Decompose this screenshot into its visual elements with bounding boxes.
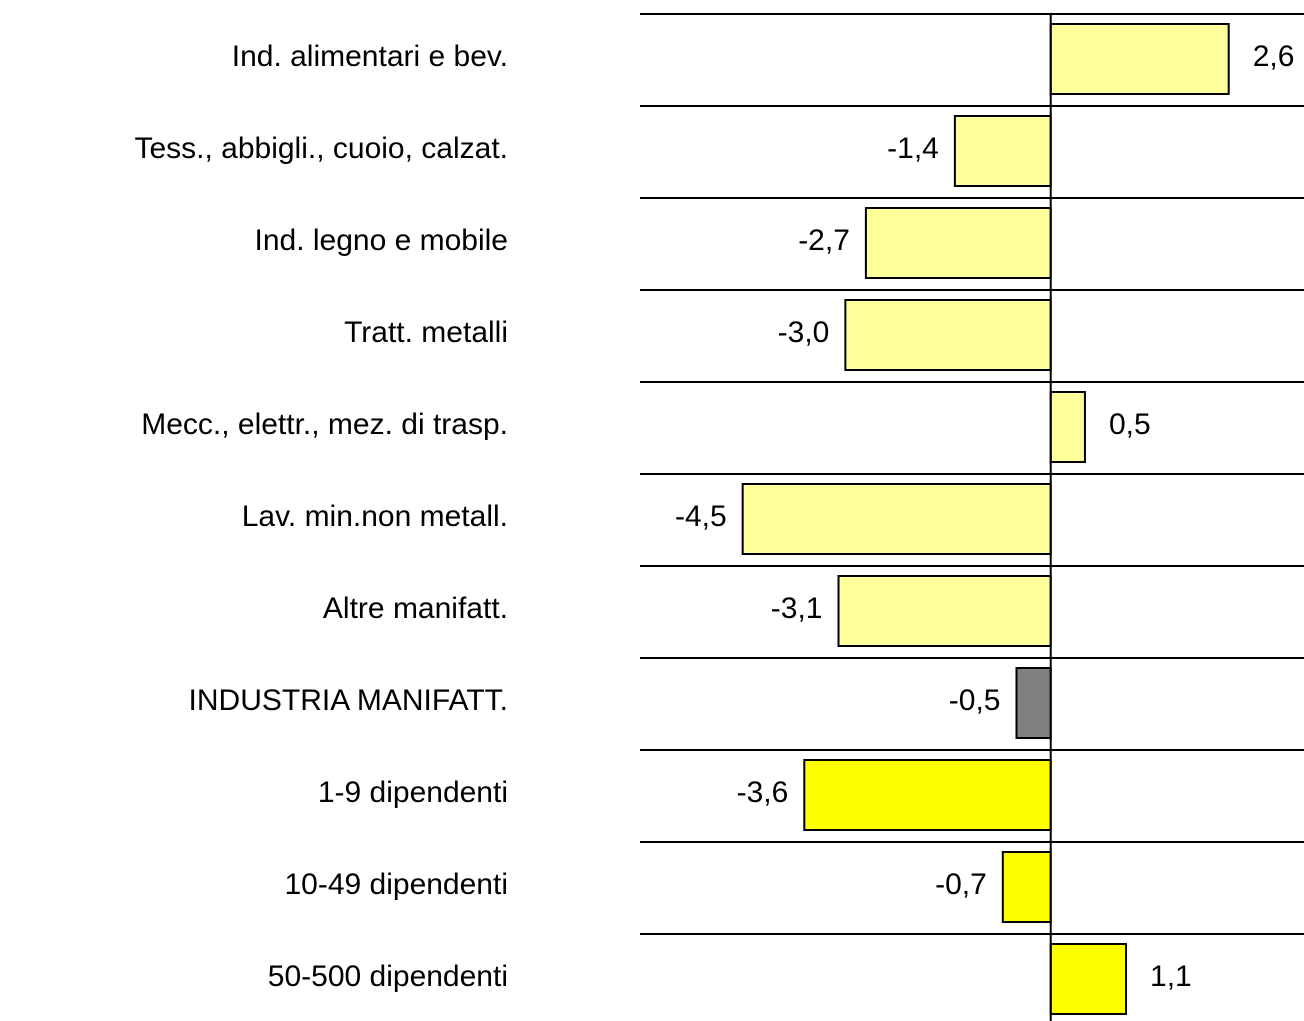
bar xyxy=(953,115,1052,187)
value-label: -1,4 xyxy=(887,132,939,165)
value-label: 1,1 xyxy=(1150,960,1192,993)
value-label: 0,5 xyxy=(1109,408,1151,441)
category-label: Tess., abbigli., cuoio, calzat. xyxy=(134,132,508,165)
bar xyxy=(1049,943,1128,1015)
value-label: -3,6 xyxy=(737,776,789,809)
category-label: 50-500 dipendenti xyxy=(268,960,508,993)
value-label: -4,5 xyxy=(675,500,727,533)
bar xyxy=(741,483,1052,555)
category-label: Lav. min.non metall. xyxy=(242,500,508,533)
category-label: Ind. legno e mobile xyxy=(254,224,508,257)
bar xyxy=(1049,391,1086,463)
category-label: 10-49 dipendenti xyxy=(284,868,508,901)
value-label: -0,7 xyxy=(935,868,987,901)
category-label: Tratt. metalli xyxy=(344,316,508,349)
bar xyxy=(837,575,1052,647)
value-label: 2,6 xyxy=(1253,40,1295,73)
bar xyxy=(1001,851,1052,923)
bar xyxy=(1015,667,1052,739)
category-label: 1-9 dipendenti xyxy=(318,776,508,809)
value-label: -3,0 xyxy=(778,316,830,349)
category-label: Ind. alimentari e bev. xyxy=(232,40,508,73)
category-label: INDUSTRIA MANIFATT. xyxy=(189,684,508,717)
bar xyxy=(1049,23,1230,95)
value-label: -2,7 xyxy=(798,224,850,257)
value-label: -3,1 xyxy=(771,592,823,625)
value-label: -0,5 xyxy=(949,684,1001,717)
bar xyxy=(844,299,1052,371)
bar xyxy=(803,759,1052,831)
bar xyxy=(864,207,1052,279)
category-label: Altre manifatt. xyxy=(323,592,508,625)
category-label: Mecc., elettr., mez. di trasp. xyxy=(141,408,508,441)
